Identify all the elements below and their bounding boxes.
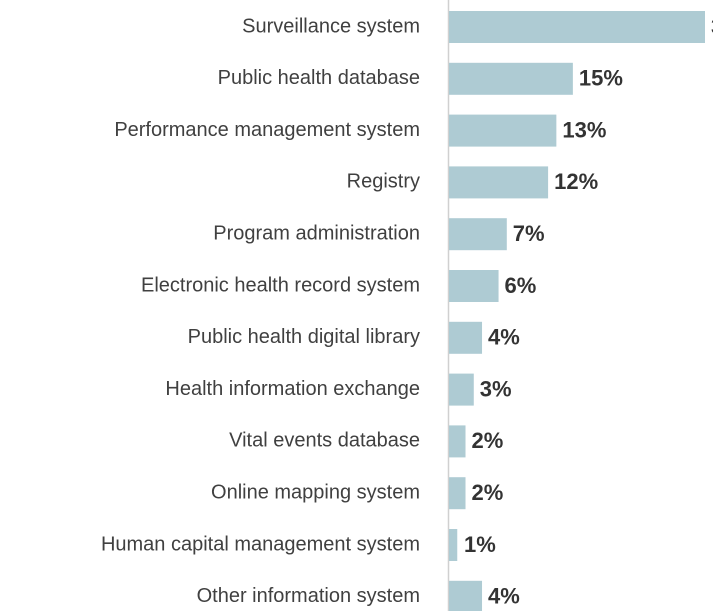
value-label: 3%: [480, 376, 512, 401]
category-label: Performance management system: [114, 119, 420, 141]
value-label: 4%: [488, 325, 520, 350]
value-label: 2%: [472, 428, 504, 453]
category-label: Registry: [347, 171, 420, 193]
category-label: Vital events database: [229, 430, 420, 452]
category-label: Electronic health record system: [141, 274, 420, 296]
category-label: Health information exchange: [165, 378, 420, 400]
value-label: 31%: [711, 14, 713, 39]
bar: [449, 270, 499, 302]
category-label: Human capital management system: [101, 533, 420, 555]
category-label: Surveillance system: [242, 15, 420, 37]
category-label: Online mapping system: [211, 481, 420, 503]
value-label: 2%: [472, 480, 504, 505]
bar: [449, 373, 474, 406]
bar: [449, 62, 573, 95]
value-label: 12%: [554, 169, 598, 194]
bar: [449, 114, 557, 147]
value-label: 4%: [488, 584, 520, 609]
value-label: 7%: [513, 221, 545, 246]
value-label: 13%: [562, 117, 606, 142]
value-label: 6%: [505, 273, 537, 298]
bar: [449, 321, 483, 354]
bar: [449, 529, 458, 561]
bar: [449, 580, 483, 611]
value-label: 15%: [579, 66, 623, 91]
category-label: Public health database: [218, 67, 420, 89]
category-label: Program administration: [213, 222, 420, 244]
bar: [449, 477, 466, 510]
category-label: Public health digital library: [188, 326, 420, 348]
bar: [449, 166, 549, 199]
bar: [449, 11, 705, 43]
category-label: Other information system: [197, 585, 420, 607]
value-label: 1%: [464, 532, 496, 557]
bar: [449, 218, 507, 251]
bar: [449, 425, 466, 458]
